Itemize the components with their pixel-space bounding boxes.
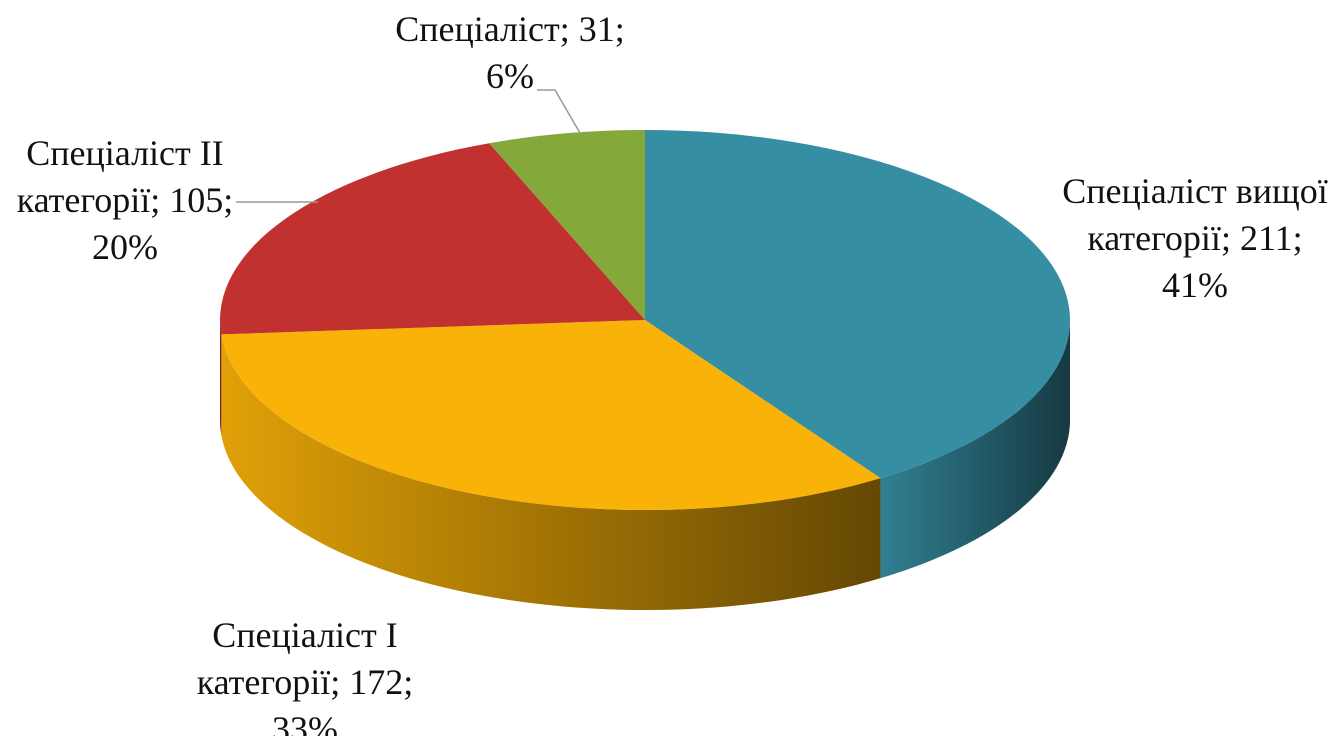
label-category: Спеціаліст II категорії: [16, 133, 224, 220]
label-value: 105: [169, 180, 224, 220]
label-separator: ;: [614, 9, 625, 49]
slice: [220, 143, 645, 335]
label-percent: 6%: [486, 56, 534, 96]
label-separator: ;: [223, 180, 234, 220]
label-separator: ;: [559, 9, 570, 49]
data-label: Спеціаліст I категорії; 172; 33%: [175, 612, 435, 736]
label-category: Спеціаліст: [395, 9, 560, 49]
label-percent: 20%: [92, 227, 158, 267]
slice-side-shade: [880, 320, 1070, 579]
tops: [220, 130, 1071, 511]
data-label: Спеціаліст; 31; 6%: [380, 6, 640, 100]
slice-side-shade: [220, 320, 222, 435]
label-percent: 41%: [1162, 265, 1228, 305]
label-value: 31: [578, 9, 615, 49]
label-category: Спеціаліст вищої категорії: [1062, 171, 1328, 258]
data-label: Спеціаліст II категорії; 105; 20%: [5, 130, 245, 271]
data-label: Спеціаліст вищої категорії; 211; 41%: [1050, 168, 1337, 309]
label-category: Спеціаліст I категорії: [196, 615, 398, 702]
leader-line: [537, 89, 581, 134]
label-value: 172: [349, 662, 404, 702]
slice: [645, 130, 1071, 479]
slice-side-shade: [221, 334, 881, 611]
label-separator: ;: [403, 662, 414, 702]
label-percent: 33%: [272, 709, 338, 736]
label-separator: ;: [1220, 218, 1231, 258]
label-separator: ;: [1292, 218, 1303, 258]
slice: [221, 320, 881, 511]
label-value: 211: [1239, 218, 1293, 258]
sides: [220, 320, 1070, 611]
label-separator: ;: [150, 180, 161, 220]
label-separator: ;: [330, 662, 341, 702]
slice: [489, 130, 645, 320]
